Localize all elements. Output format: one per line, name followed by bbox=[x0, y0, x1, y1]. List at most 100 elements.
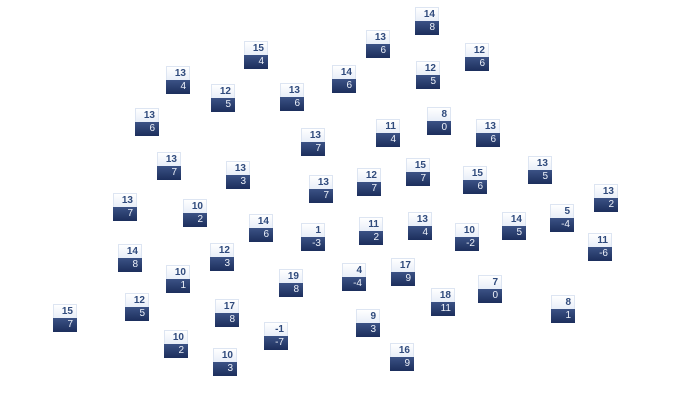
tile-bottom-value: 2 bbox=[359, 231, 383, 245]
value-tile: 12 3 bbox=[210, 243, 234, 271]
tile-top-value: 13 bbox=[135, 108, 159, 122]
tile-bottom-value: 8 bbox=[118, 258, 142, 272]
tile-top-value: 13 bbox=[166, 66, 190, 80]
tile-bottom-value: 8 bbox=[215, 313, 239, 327]
tile-top-value: 10 bbox=[166, 265, 190, 279]
tile-bottom-value: 7 bbox=[157, 166, 181, 180]
tile-top-value: 11 bbox=[376, 119, 400, 133]
value-tile: 19 8 bbox=[279, 269, 303, 297]
value-tile: 13 7 bbox=[301, 128, 325, 156]
tile-top-value: 13 bbox=[528, 156, 552, 170]
tile-top-value: 10 bbox=[213, 348, 237, 362]
tile-top-value: 13 bbox=[280, 83, 304, 97]
value-tile: 15 7 bbox=[53, 304, 77, 332]
value-tile: 13 6 bbox=[135, 108, 159, 136]
value-tile: 11 2 bbox=[359, 217, 383, 245]
tile-top-value: 14 bbox=[415, 7, 439, 21]
tile-top-value: 10 bbox=[455, 223, 479, 237]
value-tile: 11 4 bbox=[376, 119, 400, 147]
tile-bottom-value: 5 bbox=[125, 307, 149, 321]
value-tile: -1 -7 bbox=[264, 322, 288, 350]
tile-top-value: 13 bbox=[594, 184, 618, 198]
tile-bottom-value: 6 bbox=[463, 180, 487, 194]
tile-top-value: 14 bbox=[118, 244, 142, 258]
tile-bottom-value: 4 bbox=[376, 133, 400, 147]
value-tile: 12 5 bbox=[416, 61, 440, 89]
value-tile: 13 4 bbox=[166, 66, 190, 94]
tile-bottom-value: 7 bbox=[301, 142, 325, 156]
value-tile: 5 -4 bbox=[550, 204, 574, 232]
tile-top-value: 13 bbox=[157, 152, 181, 166]
tile-bottom-value: 6 bbox=[249, 228, 273, 242]
tile-bottom-value: -4 bbox=[550, 218, 574, 232]
tile-bottom-value: 5 bbox=[416, 75, 440, 89]
tile-bottom-value: -3 bbox=[301, 237, 325, 251]
tile-bottom-value: 4 bbox=[408, 226, 432, 240]
tile-bottom-value: 1 bbox=[551, 309, 575, 323]
tile-top-value: 12 bbox=[416, 61, 440, 75]
tile-bottom-value: -4 bbox=[342, 277, 366, 291]
tile-top-value: 1 bbox=[301, 223, 325, 237]
tile-top-value: 13 bbox=[408, 212, 432, 226]
tile-top-value: 13 bbox=[113, 193, 137, 207]
value-tile: 14 6 bbox=[249, 214, 273, 242]
value-tile: 4 -4 bbox=[342, 263, 366, 291]
value-tile: 12 5 bbox=[211, 84, 235, 112]
tile-bottom-value: 6 bbox=[476, 133, 500, 147]
value-tile: 12 7 bbox=[357, 168, 381, 196]
value-tile: 13 6 bbox=[280, 83, 304, 111]
tile-bottom-value: 7 bbox=[113, 207, 137, 221]
tile-bottom-value: 9 bbox=[390, 357, 414, 371]
tile-top-value: 13 bbox=[301, 128, 325, 142]
tile-bottom-value: 0 bbox=[427, 121, 451, 135]
tile-top-value: 5 bbox=[550, 204, 574, 218]
tile-bottom-value: 2 bbox=[164, 344, 188, 358]
tile-top-value: 11 bbox=[359, 217, 383, 231]
tile-top-value: -1 bbox=[264, 322, 288, 336]
value-tile: 12 5 bbox=[125, 293, 149, 321]
tile-bottom-value: 6 bbox=[366, 44, 390, 58]
tile-top-value: 10 bbox=[183, 199, 207, 213]
tile-bottom-value: 4 bbox=[166, 80, 190, 94]
tile-bottom-value: 6 bbox=[135, 122, 159, 136]
value-tile: 15 6 bbox=[463, 166, 487, 194]
tile-bottom-value: 2 bbox=[594, 198, 618, 212]
value-tile: 13 4 bbox=[408, 212, 432, 240]
tile-bottom-value: 0 bbox=[478, 289, 502, 303]
tile-bottom-value: 6 bbox=[280, 97, 304, 111]
tile-top-value: 14 bbox=[332, 65, 356, 79]
tile-top-value: 16 bbox=[390, 343, 414, 357]
tile-top-value: 4 bbox=[342, 263, 366, 277]
value-tile: 14 8 bbox=[118, 244, 142, 272]
tile-bottom-value: 1 bbox=[166, 279, 190, 293]
value-tile: 13 7 bbox=[157, 152, 181, 180]
tile-bottom-value: 7 bbox=[309, 189, 333, 203]
value-tile: 11 -6 bbox=[588, 233, 612, 261]
value-tile: 17 8 bbox=[215, 299, 239, 327]
value-tile: 10 3 bbox=[213, 348, 237, 376]
value-tile: 15 4 bbox=[244, 41, 268, 69]
tile-top-value: 12 bbox=[125, 293, 149, 307]
value-tile: 17 9 bbox=[391, 258, 415, 286]
tile-top-value: 14 bbox=[502, 212, 526, 226]
value-tile: 10 2 bbox=[164, 330, 188, 358]
value-tile: 13 7 bbox=[113, 193, 137, 221]
tile-bottom-value: 8 bbox=[279, 283, 303, 297]
tile-top-value: 19 bbox=[279, 269, 303, 283]
value-tile: 1 -3 bbox=[301, 223, 325, 251]
value-tile: 13 2 bbox=[594, 184, 618, 212]
value-tile: 12 6 bbox=[465, 43, 489, 71]
tile-bottom-value: 11 bbox=[431, 302, 455, 316]
tile-top-value: 9 bbox=[356, 309, 380, 323]
tile-top-value: 17 bbox=[391, 258, 415, 272]
value-tile: 13 6 bbox=[366, 30, 390, 58]
value-tile: 14 8 bbox=[415, 7, 439, 35]
tile-bottom-value: 6 bbox=[332, 79, 356, 93]
value-tile: 13 7 bbox=[309, 175, 333, 203]
tile-top-value: 12 bbox=[210, 243, 234, 257]
tile-bottom-value: 9 bbox=[391, 272, 415, 286]
value-tile: 10 1 bbox=[166, 265, 190, 293]
